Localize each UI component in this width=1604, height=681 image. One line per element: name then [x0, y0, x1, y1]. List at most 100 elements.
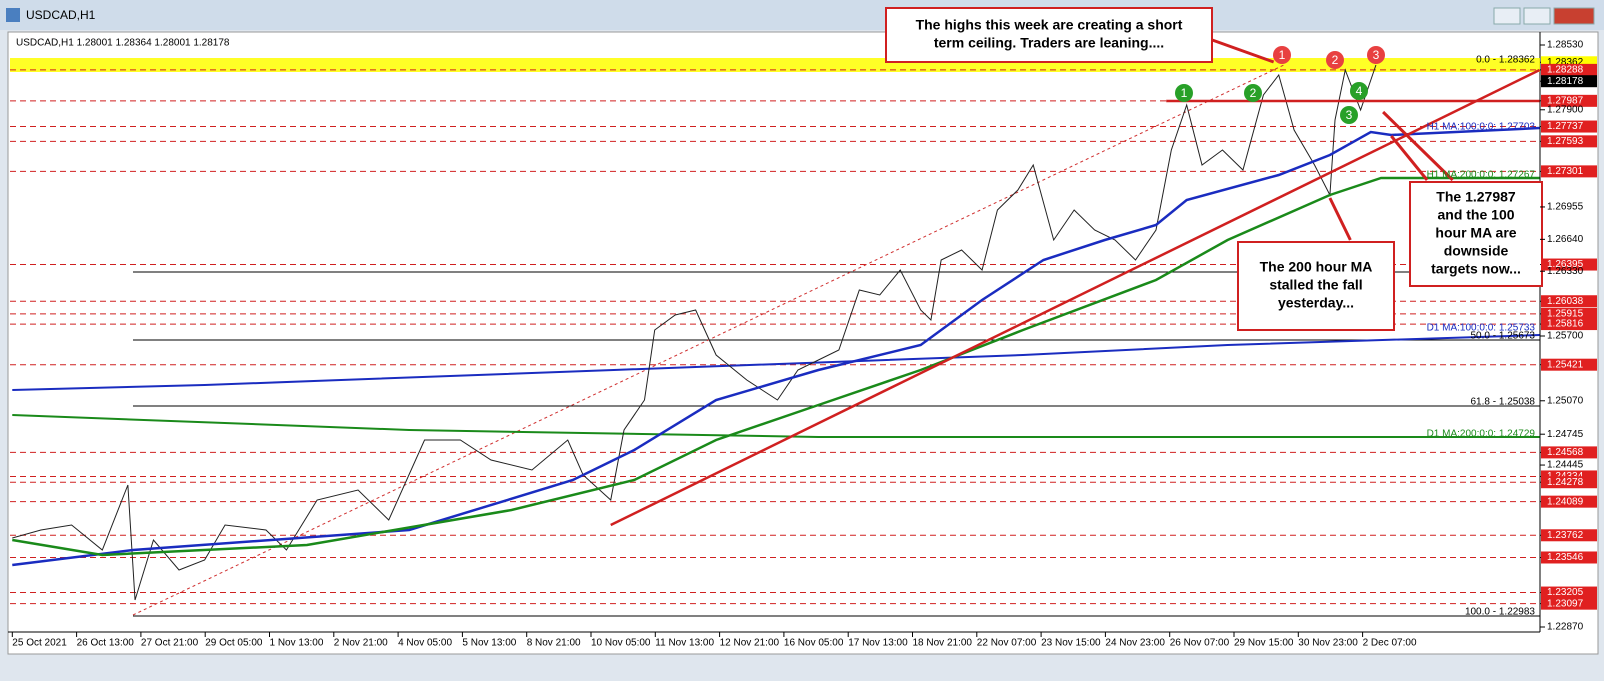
- maximize-button[interactable]: [1523, 7, 1551, 25]
- title-bar: [0, 0, 1604, 30]
- ma-label: H1 MA:100:0:0: 1.27703: [1427, 122, 1536, 133]
- h1-ma200: [12, 178, 1539, 555]
- swing-marker-label: 4: [1356, 84, 1363, 98]
- price-label: 1.25070: [1547, 395, 1584, 406]
- minimize-button[interactable]: [1493, 7, 1521, 25]
- swing-marker: [1340, 106, 1358, 124]
- time-label: 26 Oct 13:00: [77, 638, 135, 649]
- price-label: 1.26330: [1547, 266, 1584, 277]
- time-label: 11 Nov 13:00: [655, 638, 714, 649]
- time-label: 25 Oct 2021: [12, 638, 67, 649]
- fib-label: 50.0 - 1.25673: [1471, 331, 1536, 342]
- price-label: 1.28288: [1547, 65, 1584, 76]
- callout-text: hour MA are: [1435, 225, 1516, 241]
- d1-ma200: [12, 415, 1539, 437]
- ma-label: H1 MA:200:0:0: 1.27267: [1427, 170, 1536, 181]
- drawings: [12, 40, 1539, 616]
- price-label-bg: [1541, 495, 1597, 508]
- window-title: USDCAD,H1: [26, 8, 96, 22]
- price-label: 1.25421: [1547, 359, 1584, 370]
- price-label-bg: [1541, 295, 1597, 308]
- price-label-bg: [1541, 120, 1597, 133]
- trend-line: [611, 70, 1540, 525]
- swing-marker-label: 1: [1181, 86, 1188, 100]
- swing-marker: [1326, 51, 1344, 69]
- callout-text: stalled the fall: [1269, 277, 1362, 293]
- price-label: 1.27987: [1547, 95, 1584, 106]
- swing-marker: [1350, 82, 1368, 100]
- price-label-bg: [1541, 551, 1597, 564]
- price-label: 1.26955: [1547, 202, 1584, 213]
- price-label-bg: [1541, 476, 1597, 489]
- time-label: 2 Nov 21:00: [334, 638, 388, 649]
- time-label: 12 Nov 21:00: [720, 638, 780, 649]
- ma-label: D1 MA:100:0:0: 1.25733: [1427, 323, 1536, 334]
- price-label-bg: [1541, 529, 1597, 542]
- time-label: 18 Nov 21:00: [913, 638, 973, 649]
- callout-box: [1237, 241, 1395, 331]
- callout-arrow: [1212, 40, 1273, 62]
- swing-marker: [1244, 84, 1262, 102]
- callout-text: yesterday...: [1278, 295, 1354, 311]
- time-label: 29 Nov 15:00: [1234, 638, 1294, 649]
- callout-text: The highs this week are creating a short: [916, 17, 1183, 33]
- fib-label: 61.8 - 1.25038: [1471, 397, 1536, 408]
- price-label: 1.28178: [1547, 76, 1584, 87]
- price-label: 1.25700: [1547, 331, 1584, 342]
- price-label-bg: [1541, 358, 1597, 371]
- price-label-bg: [1541, 135, 1597, 148]
- price-label-bg: [1541, 258, 1597, 271]
- price-label: 1.23546: [1547, 552, 1584, 563]
- price-label: 1.27593: [1547, 136, 1584, 147]
- price-label: 1.23762: [1547, 530, 1584, 541]
- time-label: 26 Nov 07:00: [1170, 638, 1230, 649]
- callout-text: targets now...: [1431, 261, 1521, 277]
- price-label-bg: [1541, 63, 1597, 76]
- price-label: 1.23205: [1547, 587, 1584, 598]
- price-label: 1.28530: [1547, 40, 1584, 51]
- callout-box: [1409, 181, 1543, 287]
- callout-text: downside: [1444, 243, 1509, 259]
- price-label-bg: [1541, 75, 1597, 88]
- price-label: 1.27301: [1547, 166, 1584, 177]
- h1-ma100: [12, 128, 1539, 565]
- time-label: 1 Nov 13:00: [270, 638, 324, 649]
- price-label-bg: [1541, 318, 1597, 331]
- price-label: 1.24278: [1547, 477, 1584, 488]
- callout-text: The 200 hour MA: [1260, 259, 1373, 275]
- price-label: 1.27900: [1547, 104, 1584, 115]
- swing-marker: [1367, 46, 1385, 64]
- time-label: 30 Nov 23:00: [1298, 638, 1358, 649]
- price-label-bg: [1541, 446, 1597, 459]
- close-button[interactable]: [1553, 7, 1595, 25]
- overlay: The highs this week are creating a short…: [885, 7, 1543, 331]
- swing-marker: [1175, 84, 1193, 102]
- price-label-bg: [1541, 586, 1597, 599]
- time-label: 10 Nov 05:00: [591, 638, 651, 649]
- callout-text: and the 100: [1437, 207, 1514, 223]
- swing-marker-label: 1: [1279, 48, 1286, 62]
- price-label: 1.24445: [1547, 460, 1584, 471]
- time-label: 24 Nov 23:00: [1105, 638, 1165, 649]
- chart-header: USDCAD,H1 1.28001 1.28364 1.28001 1.2817…: [16, 38, 230, 49]
- d1-ma100: [12, 335, 1539, 390]
- swing-marker-label: 2: [1250, 86, 1257, 100]
- time-label: 5 Nov 13:00: [462, 638, 516, 649]
- callout-arrow: [1330, 198, 1350, 240]
- price-label: 1.26640: [1547, 234, 1584, 245]
- swing-marker-label: 3: [1346, 108, 1353, 122]
- price-label: 1.25915: [1547, 309, 1584, 320]
- price-label: 1.24089: [1547, 496, 1584, 507]
- time-label: 8 Nov 21:00: [527, 638, 581, 649]
- price-label: 1.23097: [1547, 598, 1584, 609]
- window-icon: [6, 8, 20, 22]
- callout-text: term ceiling. Traders are leaning....: [934, 35, 1164, 51]
- time-label: 29 Oct 05:00: [205, 638, 263, 649]
- price-label-bg: [1541, 597, 1597, 610]
- time-label: 2 Dec 07:00: [1363, 638, 1417, 649]
- price-label-bg: [1541, 165, 1597, 178]
- time-label: 4 Nov 05:00: [398, 638, 452, 649]
- ma-label: D1 MA:200:0:0: 1.24729: [1427, 429, 1536, 440]
- swing-marker: [1273, 46, 1291, 64]
